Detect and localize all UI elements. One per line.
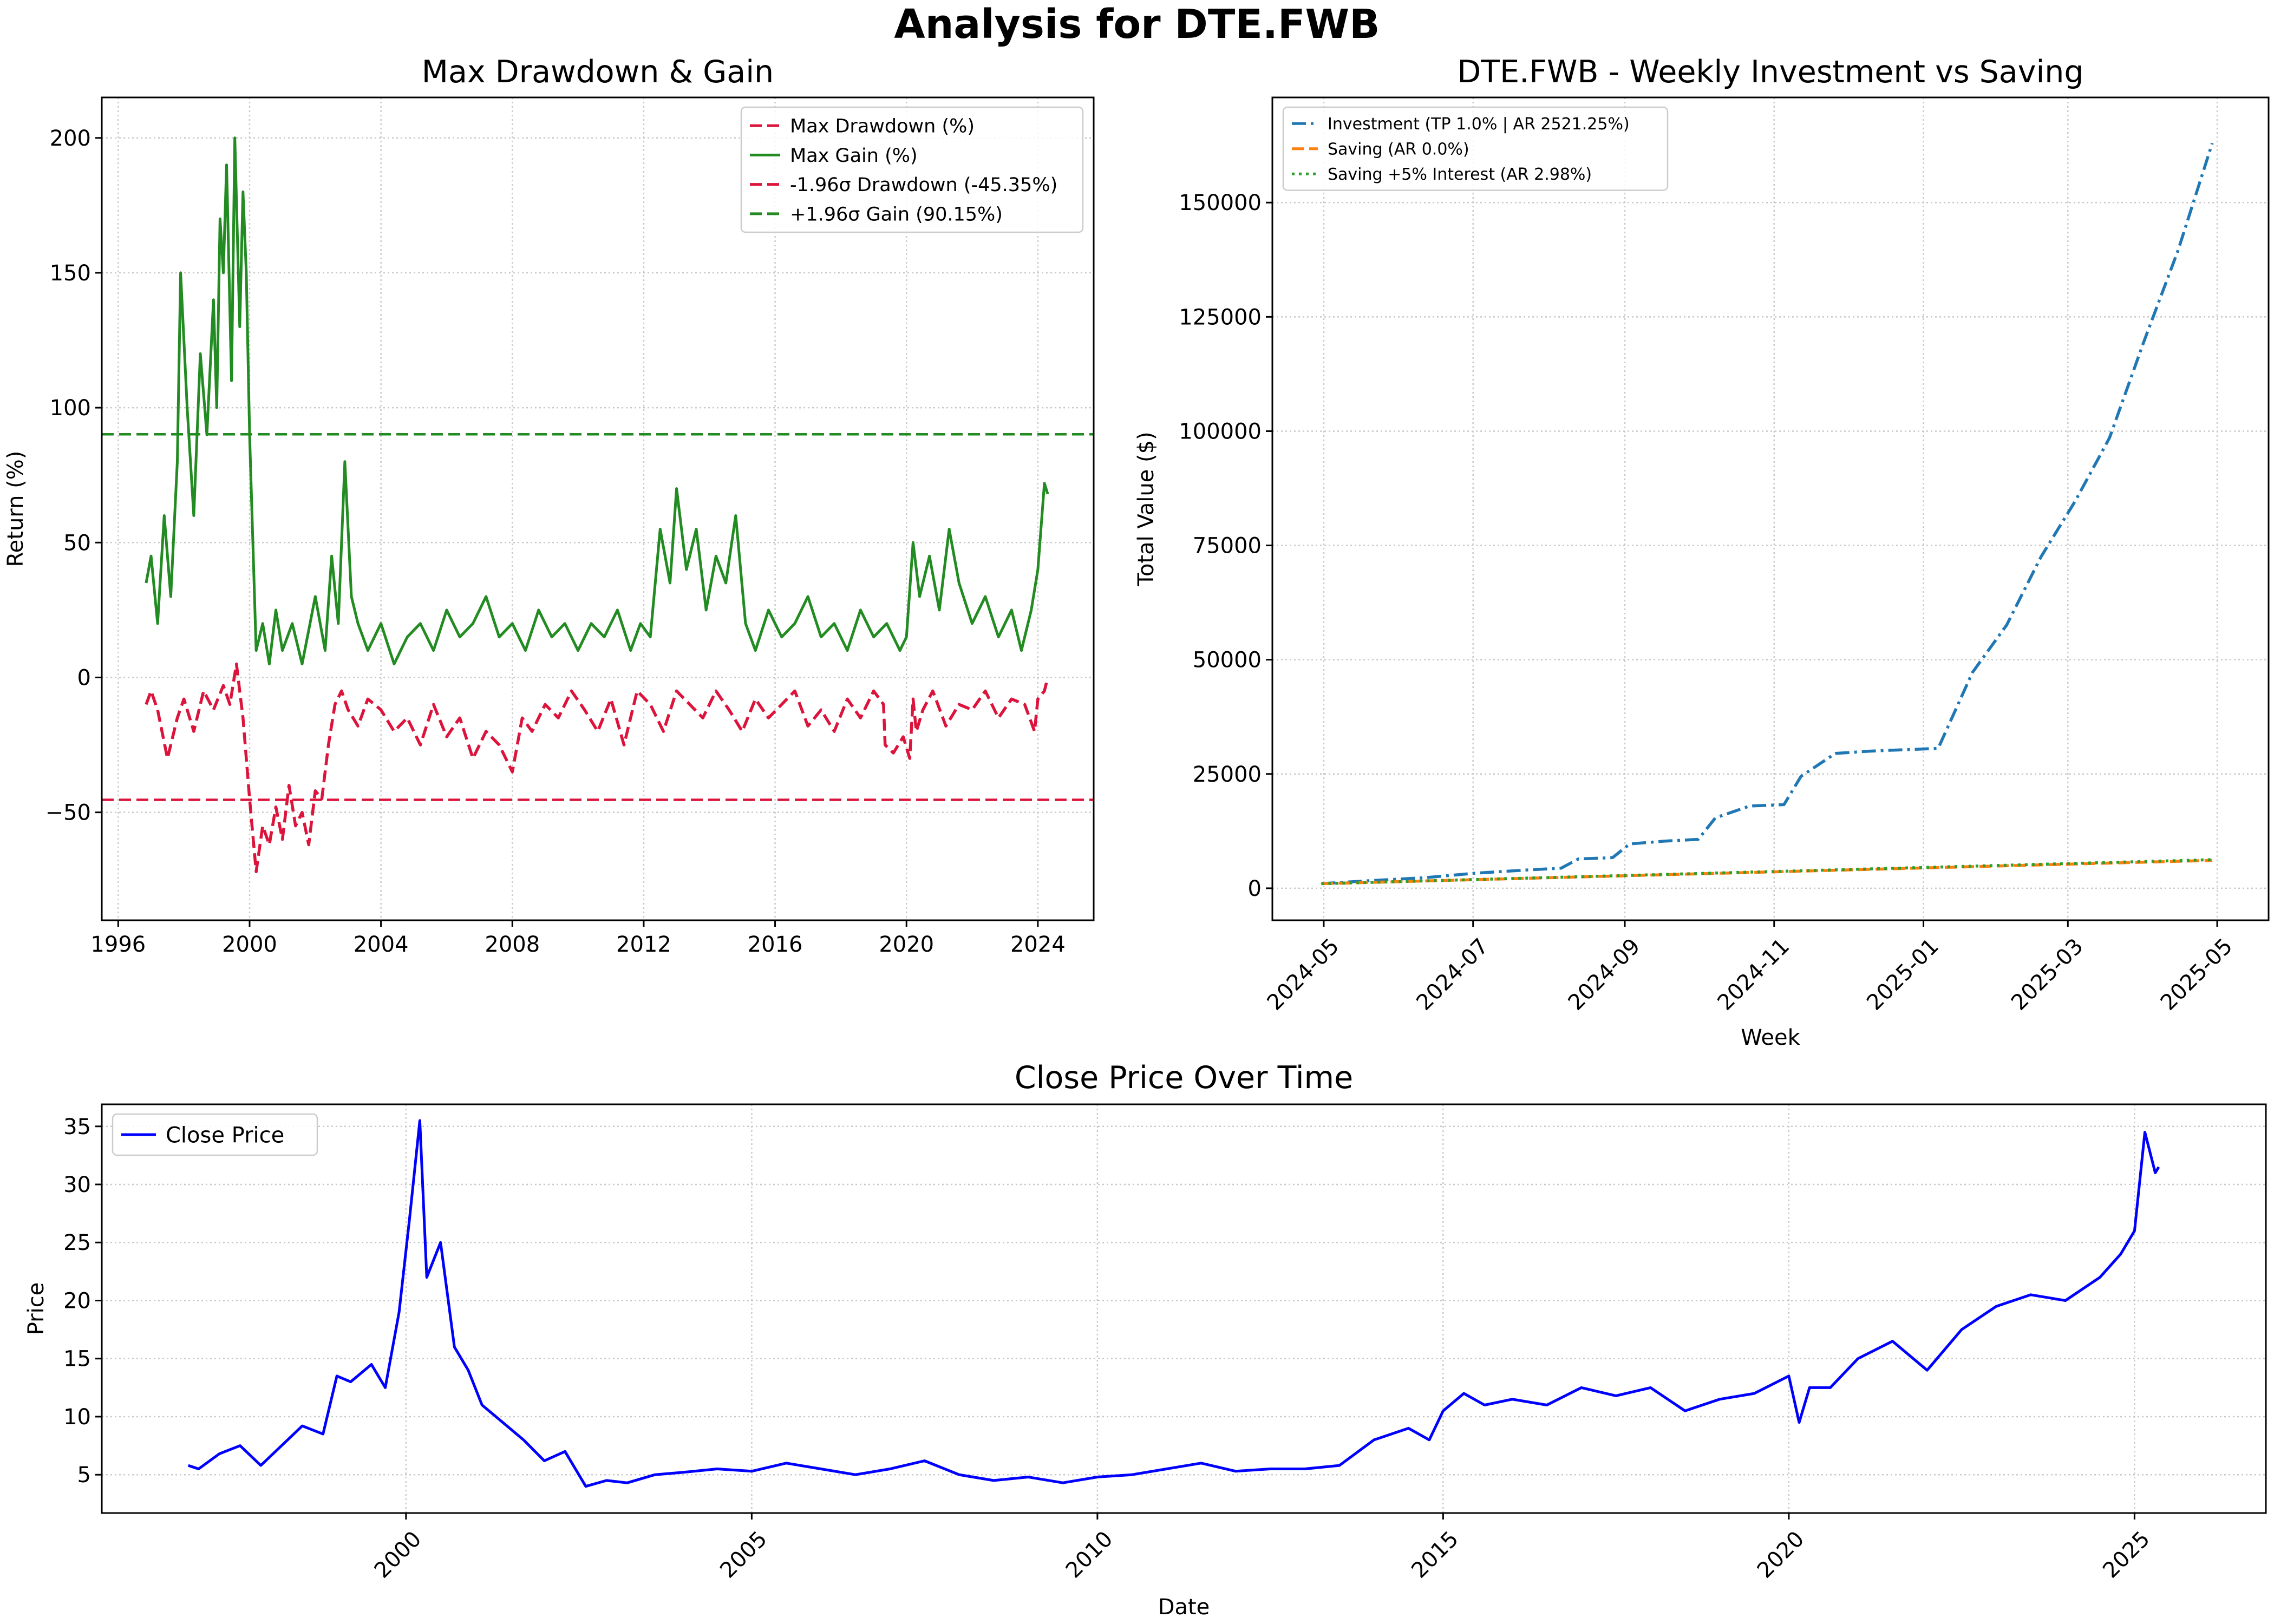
y-tick-label: 150 <box>50 261 91 286</box>
y-tick-label: 0 <box>1248 876 1262 901</box>
y-tick-label: 50 <box>63 531 91 555</box>
y-tick-label: 20 <box>63 1288 91 1313</box>
y-tick-label: 100000 <box>1179 419 1262 444</box>
y-tick-label: 10 <box>63 1405 91 1430</box>
panel-title: Close Price Over Time <box>1015 1060 1353 1096</box>
series-investment-tp-1-0-ar-2521-25-line <box>1321 142 2214 886</box>
figure-title: Analysis for DTE.FWB <box>894 1 1380 48</box>
legend-entry-saving-5-interest-ar-2-98: Saving +5% Interest (AR 2.98%) <box>1328 165 1592 184</box>
legend-entry-close-price: Close Price <box>166 1123 284 1148</box>
y-tick-label: 5 <box>77 1463 91 1488</box>
y-tick-label: 50000 <box>1193 648 1262 673</box>
plot-area <box>1321 142 2214 886</box>
plot-area <box>187 1119 2160 1488</box>
series-saving-5-interest-ar-2-98-line <box>1321 858 2213 886</box>
legend-entry-investment-tp-1-0-ar-2521-25: Investment (TP 1.0% | AR 2521.25%) <box>1328 115 1630 134</box>
x-tick-label: 2004 <box>354 932 409 957</box>
panel-title: DTE.FWB - Weekly Investment vs Saving <box>1457 54 2083 90</box>
gridlines <box>102 1104 2266 1513</box>
y-axis-label: Price <box>24 1282 49 1335</box>
legend-frame <box>740 106 1084 233</box>
legend: Close Price <box>112 1113 318 1156</box>
legend-entry-1-96-drawdown-45-35: -1.96σ Drawdown (-45.35%) <box>790 174 1057 196</box>
legend-frame <box>112 1113 318 1156</box>
legend-frame <box>1282 106 1669 191</box>
series-max-gain-line <box>145 136 1049 666</box>
x-tick-label: 2024 <box>1010 932 1066 957</box>
gridlines <box>1272 97 2269 920</box>
y-tick-label: −50 <box>45 801 91 826</box>
series-max-drawdown-line <box>145 662 1049 874</box>
y-axis-label: Total Value ($) <box>1134 431 1159 586</box>
axes-frame <box>101 1103 2267 1514</box>
y-tick-label: 200 <box>50 126 91 151</box>
legend: Max Drawdown (%) Max Gain (%) -1.96σ Drawd… <box>740 106 1084 233</box>
panel-title: Max Drawdown & Gain <box>422 54 774 90</box>
legend-entry-max-drawdown: Max Drawdown (%) <box>790 116 975 137</box>
y-tick-label: 100 <box>50 396 91 421</box>
y-tick-label: 35 <box>63 1115 91 1140</box>
x-tick-label: 2008 <box>485 932 540 957</box>
legend-entry-saving-ar-0-0: Saving (AR 0.0%) <box>1328 140 1469 159</box>
x-tick-label: 1996 <box>90 932 146 957</box>
legend: Investment (TP 1.0% | AR 2521.25%) Saving… <box>1282 106 1669 191</box>
y-tick-label: 25000 <box>1193 762 1262 787</box>
series-close-price-line <box>187 1119 2160 1488</box>
y-tick-label: 125000 <box>1179 305 1262 330</box>
y-tick-label: 150000 <box>1179 191 1262 215</box>
legend-entry-1-96-gain-90-15: +1.96σ Gain (90.15%) <box>790 204 1003 225</box>
x-tick-label: 2020 <box>879 932 934 957</box>
y-tick-label: 0 <box>77 665 91 690</box>
plot-area <box>102 136 1094 874</box>
x-tick-label: 2016 <box>748 932 803 957</box>
x-tick-label: 2012 <box>616 932 671 957</box>
legend-entry-max-gain: Max Gain (%) <box>790 145 918 167</box>
axes-frame <box>101 96 1095 921</box>
x-axis-label: Week <box>1741 1025 1800 1050</box>
y-axis-label: Return (%) <box>3 451 28 567</box>
y-tick-label: 15 <box>63 1347 91 1372</box>
y-tick-label: 25 <box>63 1230 91 1255</box>
x-tick-label: 2000 <box>222 932 277 957</box>
x-axis-label: Date <box>1158 1595 1210 1620</box>
gridlines <box>102 97 1094 920</box>
axes-frame <box>1271 96 2270 921</box>
y-tick-label: 30 <box>63 1173 91 1197</box>
y-tick-label: 75000 <box>1193 534 1262 559</box>
